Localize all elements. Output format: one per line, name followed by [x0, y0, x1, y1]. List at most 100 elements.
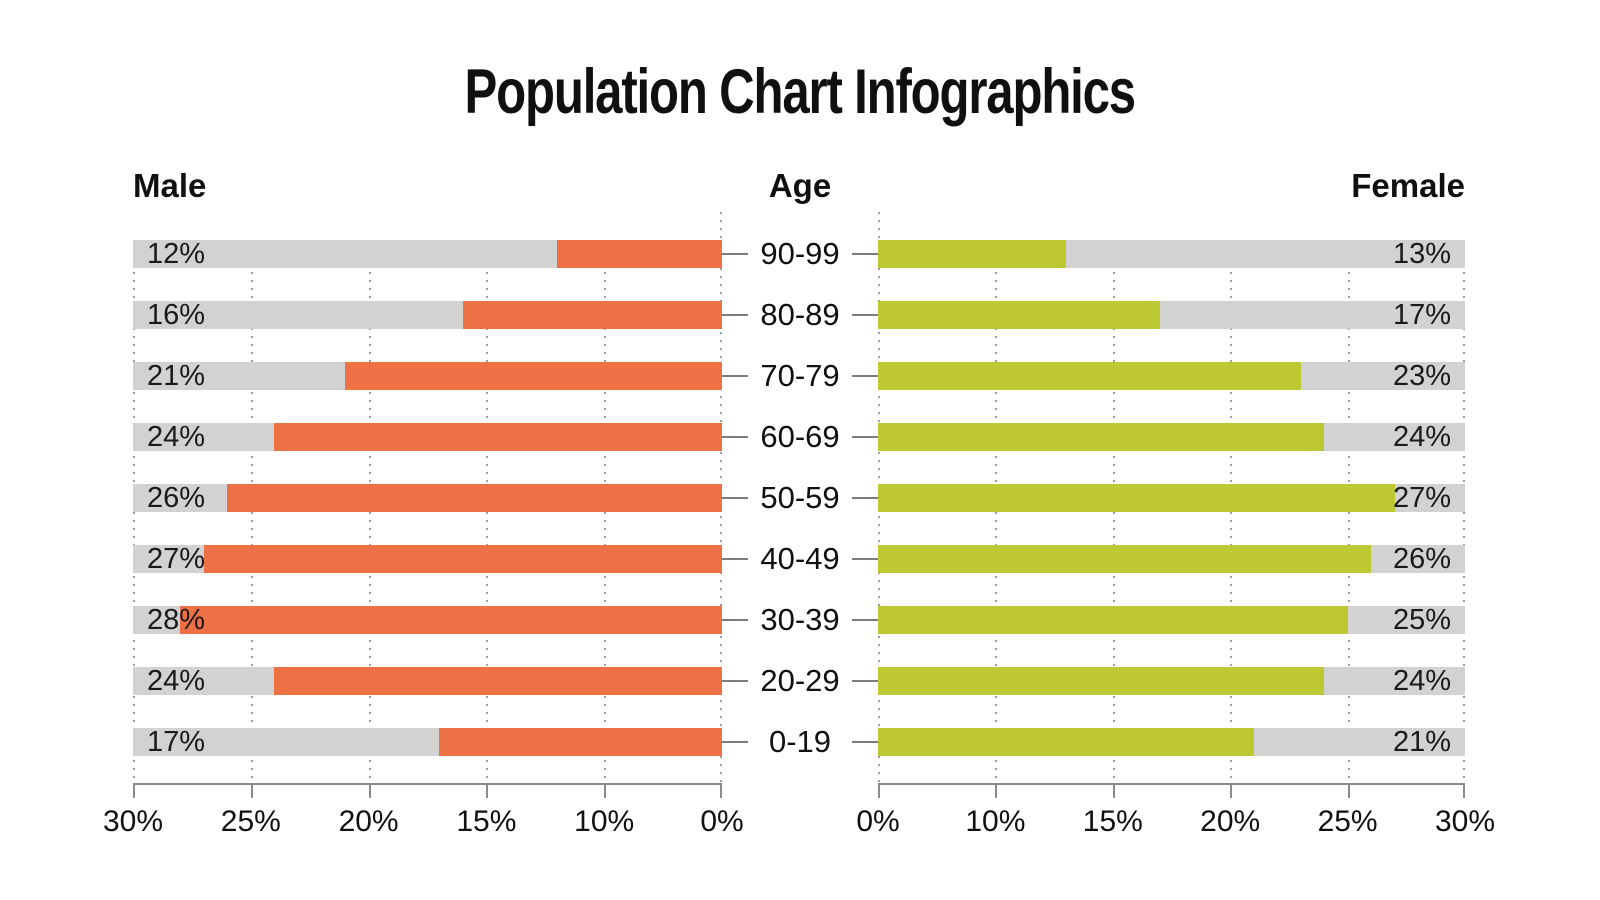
leader-dash-right: [851, 253, 878, 255]
male-bar-fill: [274, 423, 722, 451]
age-row: 50-59: [722, 480, 878, 515]
age-row: 80-89: [722, 297, 878, 332]
female-axis-tick: [995, 783, 998, 798]
leader-dash-left: [722, 436, 748, 438]
male-bar-fill: [439, 728, 722, 756]
female-bar-fill: [878, 667, 1325, 695]
female-panel: 13% 17% 23% 24% 27% 26% 25% 24% 21% 0% 10% 15% 20% 25…: [856, 212, 1495, 875]
population-pyramid-chart: 12% 16% 21% 24% 26% 27% 28% 24% 17% 30% 25% 20% 15% 1…: [103, 212, 1495, 875]
female-bar-fill: [878, 484, 1395, 512]
male-axis-tick-label: 0%: [700, 805, 744, 838]
female-bar-fill: [878, 423, 1325, 451]
female-bar-track: 17%: [878, 299, 1465, 331]
age-label: 30-39: [760, 602, 840, 637]
leader-dash-left: [722, 558, 748, 560]
age-row: 30-39: [722, 602, 878, 637]
female-axis-tick: [878, 783, 880, 798]
age-row: 40-49: [722, 541, 878, 576]
male-bar-track: 12%: [133, 238, 722, 270]
male-bar-fill: [203, 545, 722, 573]
leader-dash-right: [851, 680, 878, 682]
male-value-label: 24%: [147, 665, 206, 697]
leader-dash-left: [722, 253, 748, 255]
leader-dash-left: [722, 741, 748, 743]
male-value-label: 12%: [147, 238, 206, 270]
male-bar-track: 24%: [133, 665, 722, 697]
male-axis-tick: [486, 783, 489, 798]
age-label: 60-69: [760, 419, 840, 454]
female-bar-track: 13%: [878, 238, 1465, 270]
age-column-header: Age: [768, 167, 832, 204]
female-axis-tick: [1347, 783, 1350, 798]
female-axis-tick-label: 10%: [965, 805, 1026, 838]
male-bar-fill: [557, 240, 722, 268]
leader-dash-right: [851, 741, 878, 743]
age-label: 90-99: [760, 236, 840, 271]
female-value-label: 17%: [1392, 299, 1451, 331]
female-bar-fill: [878, 606, 1348, 634]
female-bar-track: 21%: [878, 726, 1465, 758]
female-value-label: 13%: [1392, 238, 1451, 270]
male-value-label: 21%: [147, 360, 206, 392]
female-axis-baseline: [878, 783, 1465, 785]
leader-dash-right: [851, 497, 878, 499]
female-bar-track: 25%: [878, 605, 1465, 635]
female-axis-tick: [1463, 783, 1465, 798]
female-value-label: 21%: [1392, 726, 1451, 758]
male-bar-track: 28%: [133, 604, 722, 636]
female-axis-tick-label: 20%: [1200, 805, 1261, 838]
age-label: 70-79: [760, 358, 840, 393]
male-value-label: 16%: [147, 299, 206, 331]
female-bar-fill: [878, 301, 1160, 329]
age-label: 40-49: [760, 541, 840, 576]
female-value-label: 24%: [1392, 421, 1451, 453]
female-axis-tick-label: 15%: [1082, 805, 1143, 838]
leader-dash-left: [722, 375, 748, 377]
female-value-label: 24%: [1392, 665, 1451, 697]
female-axis-tick-label: 0%: [856, 805, 900, 838]
age-row: 60-69: [722, 419, 878, 454]
female-value-label: 23%: [1392, 360, 1451, 392]
male-axis-tick-label: 30%: [102, 805, 164, 838]
leader-dash-right: [851, 558, 878, 560]
female-axis-tick: [1112, 783, 1115, 798]
male-bar-fill: [462, 301, 722, 329]
male-bar-track: 21%: [133, 360, 722, 392]
male-axis-tick: [133, 783, 135, 798]
female-bar-track: 27%: [878, 482, 1465, 514]
male-axis-baseline: [133, 783, 722, 785]
male-bar-track: 16%: [133, 299, 722, 331]
age-row: 70-79: [722, 358, 878, 393]
age-label: 50-59: [760, 480, 840, 515]
male-value-label: 28%: [147, 604, 206, 636]
female-column-header: Female: [1351, 167, 1465, 204]
male-value-label: 27%: [147, 543, 206, 575]
male-bar-track: 24%: [133, 421, 722, 453]
leader-dash-left: [722, 314, 748, 316]
male-axis-tick: [250, 783, 253, 798]
female-bar-fill: [878, 362, 1301, 390]
age-label: 0-19: [768, 724, 832, 759]
male-axis-tick-label: 10%: [574, 805, 635, 838]
female-value-label: 26%: [1392, 543, 1451, 575]
male-axis-tick-label: 20%: [338, 805, 399, 838]
male-value-label: 26%: [147, 482, 206, 514]
female-bar-track: 23%: [878, 360, 1465, 392]
female-axis-tick-label: 25%: [1317, 805, 1378, 838]
page-title: Population Chart Infographics: [464, 57, 1137, 127]
female-axis-tick: [1230, 783, 1233, 798]
male-bar-track: 27%: [133, 543, 722, 575]
female-bar-track: 24%: [878, 665, 1465, 697]
male-bar-track: 17%: [133, 727, 722, 757]
leader-dash-left: [722, 619, 748, 621]
age-row: 90-99: [722, 236, 878, 271]
female-bar-fill: [878, 728, 1254, 756]
female-bar-track: 24%: [878, 421, 1465, 453]
leader-dash-right: [851, 436, 878, 438]
female-value-label: 27%: [1392, 482, 1451, 514]
age-label: 80-89: [760, 297, 840, 332]
male-value-label: 24%: [147, 421, 206, 453]
leader-dash-right: [851, 619, 878, 621]
age-label: 20-29: [760, 663, 840, 698]
